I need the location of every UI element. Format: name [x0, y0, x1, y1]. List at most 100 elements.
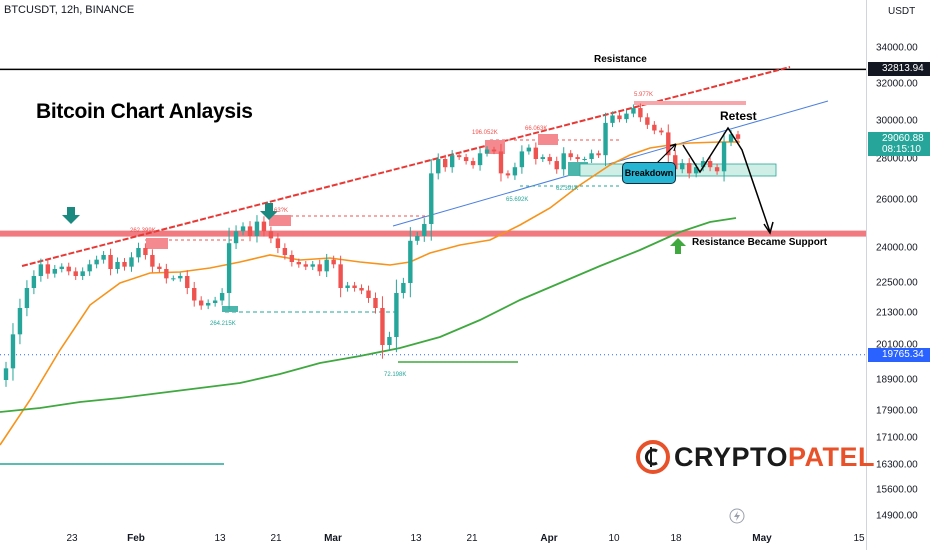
candle-body: [31, 276, 37, 288]
price-axis[interactable]: [866, 0, 932, 550]
candle-body: [240, 226, 246, 232]
volume-label: 62.391K: [556, 186, 579, 192]
candle-body: [254, 221, 260, 236]
candle-body: [617, 115, 622, 120]
candle-body: [199, 300, 204, 306]
candle: [429, 159, 434, 241]
chart-title: Bitcoin Chart Anlaysis: [36, 100, 253, 123]
candle: [226, 227, 232, 310]
candle: [17, 298, 23, 345]
candle-body: [505, 173, 511, 176]
candle: [199, 296, 204, 310]
candle: [233, 225, 239, 250]
candle-body: [631, 108, 636, 114]
candle-body: [261, 221, 267, 232]
candle-body: [310, 264, 315, 267]
candle-body: [547, 157, 552, 162]
candle-body: [129, 257, 134, 267]
candle: [387, 331, 392, 351]
candle: [561, 147, 566, 176]
candle: [477, 148, 483, 171]
candle-body: [10, 334, 16, 369]
candle: [568, 150, 573, 161]
candle: [456, 152, 462, 160]
candle-body: [422, 224, 427, 236]
candle-body: [554, 161, 559, 170]
symbol-label: BTCUSDT, 12h, BINANCE: [4, 4, 135, 16]
breakdown-pointer: [655, 143, 677, 165]
candle-body: [52, 269, 57, 274]
low-price-tag: 19765.34: [868, 347, 930, 362]
price-tick-label: 17100.00: [876, 432, 918, 444]
candle: [680, 159, 685, 174]
candle-body: [449, 155, 455, 168]
candle: [589, 149, 594, 163]
candle-body: [122, 262, 127, 267]
candle-body: [408, 240, 413, 283]
candle-body: [233, 231, 239, 244]
candle-body: [282, 248, 288, 255]
candle-body: [721, 141, 727, 172]
candle: [254, 215, 260, 243]
candle: [122, 258, 127, 271]
candle-body: [87, 264, 92, 272]
candle-body: [512, 167, 518, 176]
candle: [261, 216, 267, 237]
candle: [59, 263, 64, 273]
candle-body: [394, 293, 399, 337]
candle-body: [415, 236, 420, 241]
candle: [526, 144, 532, 155]
candle-body: [603, 122, 608, 156]
candle: [205, 299, 211, 310]
candle-body: [3, 368, 9, 380]
volume-label: 63?K: [274, 208, 289, 214]
logo-text-accent: PATEL: [788, 441, 876, 472]
time-tick-label: May: [752, 533, 772, 544]
candle: [268, 226, 274, 244]
time-tick-label: 15: [853, 533, 865, 544]
candle: [45, 259, 51, 279]
candle-body: [171, 278, 176, 280]
candle: [596, 150, 601, 158]
price-tick-label: 20100.00: [876, 339, 918, 351]
candle-body: [589, 153, 594, 159]
candle-body: [59, 266, 64, 269]
candle: [240, 222, 246, 236]
candle-body: [66, 266, 71, 272]
lightning-icon[interactable]: [729, 508, 745, 524]
candle-body: [596, 153, 601, 156]
candle: [101, 251, 106, 264]
candle: [582, 156, 587, 162]
candle: [463, 153, 469, 165]
candles: [3, 103, 741, 387]
candle: [164, 263, 169, 284]
candle: [373, 292, 378, 314]
candle: [491, 146, 497, 155]
cryptopatel-logo: CRYPTOPATEL: [636, 440, 875, 474]
candle: [324, 253, 329, 278]
candle-body: [268, 231, 274, 239]
candle: [317, 259, 322, 276]
candle-body: [477, 153, 483, 166]
candle: [289, 250, 295, 267]
candle-body: [352, 285, 357, 288]
candle: [533, 142, 539, 165]
candle-body: [470, 161, 476, 166]
candle-body: [80, 271, 85, 276]
price-tick-label: 32000.00: [876, 78, 918, 90]
candle-body: [707, 161, 713, 168]
candle: [700, 157, 706, 172]
candle: [470, 157, 476, 169]
price-tick-label: 34000.00: [876, 42, 918, 54]
time-tick-label: 18: [670, 533, 682, 544]
candle: [666, 124, 671, 164]
candle: [282, 243, 288, 260]
candle: [540, 154, 545, 162]
candle-body: [24, 288, 30, 308]
candle-body: [219, 293, 225, 301]
candle: [150, 249, 155, 273]
candle: [359, 284, 364, 295]
candle: [80, 267, 85, 280]
candle-body: [331, 259, 336, 265]
